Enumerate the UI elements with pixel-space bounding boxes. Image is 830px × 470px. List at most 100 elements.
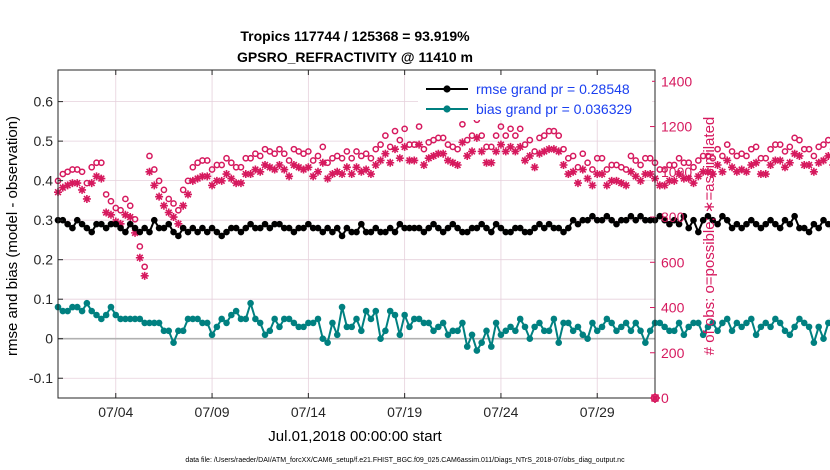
obs-assimilated-point xyxy=(545,145,554,154)
obs-assimilated-point xyxy=(713,161,722,170)
rmse-point xyxy=(93,220,100,228)
rmse-point xyxy=(107,220,115,228)
obs-possible-point xyxy=(560,145,567,153)
rmse-point xyxy=(98,220,105,228)
obs-possible-point xyxy=(540,132,548,139)
rmse-point xyxy=(656,212,664,220)
rmse-point xyxy=(271,220,278,228)
bias-point xyxy=(362,307,370,315)
obs-possible-point xyxy=(463,136,471,144)
x-tick-label: 07/19 xyxy=(387,404,422,420)
bias-point xyxy=(401,311,408,319)
bias-point xyxy=(550,315,558,323)
obs-assimilated-point xyxy=(246,170,255,179)
obs-possible-point xyxy=(208,166,216,173)
obs-assimilated-point xyxy=(723,156,732,165)
bias-point xyxy=(584,335,591,343)
obs-possible-point xyxy=(223,154,230,162)
bias-point xyxy=(492,319,500,327)
bias-point xyxy=(800,319,808,327)
bias-point xyxy=(131,315,139,323)
obs-assimilated-point xyxy=(232,179,241,188)
rmse-point xyxy=(478,220,485,228)
obs-assimilated-point xyxy=(660,181,669,190)
bias-point xyxy=(593,327,601,335)
rmse-point xyxy=(126,220,134,228)
obs-assimilated-point xyxy=(405,156,414,165)
obs-possible-point xyxy=(141,263,149,271)
bias-point xyxy=(478,339,485,346)
bias-point xyxy=(396,331,404,339)
rmse-point xyxy=(406,224,413,232)
y-left-tick-label: 0.2 xyxy=(34,252,54,268)
obs-assimilated-point xyxy=(289,161,298,170)
obs-assimilated-point xyxy=(164,208,173,217)
bias-point xyxy=(617,323,625,331)
y-right-tick-label: 1000 xyxy=(661,164,692,180)
bias-point xyxy=(319,335,327,343)
obs-assimilated-point xyxy=(251,165,260,174)
rmse-point xyxy=(690,216,697,224)
y-left-tick-label: 0.6 xyxy=(34,94,54,110)
rmse-point xyxy=(820,216,827,224)
obs-possible-point xyxy=(401,125,408,133)
obs-assimilated-point xyxy=(381,149,390,158)
bias-point xyxy=(329,319,336,327)
rmse-point xyxy=(160,224,168,232)
obs-assimilated-point xyxy=(626,167,635,176)
rmse-point xyxy=(64,220,71,228)
obs-assimilated-point xyxy=(294,163,303,172)
obs-possible-point xyxy=(319,143,327,151)
obs-assimilated-point xyxy=(410,156,419,165)
obs-possible-point xyxy=(714,145,721,153)
bias-point xyxy=(107,303,115,311)
bias-point xyxy=(723,315,731,323)
obs-possible-point xyxy=(372,145,380,153)
obs-assimilated-point xyxy=(448,158,457,167)
bias-point xyxy=(261,331,269,339)
rmse-point xyxy=(540,224,548,232)
obs-possible-point xyxy=(439,134,447,142)
obs-assimilated-point xyxy=(588,181,597,190)
rmse-point xyxy=(757,224,765,232)
bias-point xyxy=(213,323,221,331)
rmse-point xyxy=(632,216,640,224)
bias-point xyxy=(632,319,640,327)
rmse-point xyxy=(88,228,96,236)
rmse-point xyxy=(791,212,798,220)
obs-assimilated-point xyxy=(357,167,366,176)
obs-possible-point xyxy=(478,132,486,139)
bias-point xyxy=(796,315,803,323)
obs-assimilated-point xyxy=(612,176,621,185)
obs-possible-point xyxy=(574,163,582,171)
rmse-point xyxy=(377,228,384,236)
obs-possible-point xyxy=(396,136,404,144)
rmse-point xyxy=(112,220,120,228)
obs-possible-point xyxy=(415,123,423,130)
rmse-point xyxy=(83,224,91,232)
obs-possible-point xyxy=(622,166,630,173)
legend: rmse grand pr = 0.28548 bias grand pr = … xyxy=(418,75,652,120)
obs-assimilated-point xyxy=(501,147,510,156)
bias-point xyxy=(536,319,543,327)
rmse-point xyxy=(285,224,293,232)
rmse-point xyxy=(670,216,678,224)
bias-point xyxy=(709,319,717,327)
bias-point xyxy=(670,327,678,335)
bias-point xyxy=(468,331,476,339)
bias-point xyxy=(358,327,365,335)
obs-assimilated-point xyxy=(155,192,164,201)
rmse-point xyxy=(78,220,86,228)
rmse-point xyxy=(488,228,495,236)
obs-assimilated-point xyxy=(814,158,823,167)
obs-assimilated-point xyxy=(641,170,650,179)
rmse-point xyxy=(516,224,524,232)
bias-point xyxy=(69,303,76,311)
bias-point xyxy=(160,327,168,335)
rmse-point xyxy=(353,228,360,236)
obs-assimilated-point xyxy=(824,151,830,160)
bias-point xyxy=(271,315,278,323)
rmse-point xyxy=(579,216,587,224)
obs-possible-point xyxy=(709,154,717,162)
rmse-point xyxy=(603,212,611,220)
